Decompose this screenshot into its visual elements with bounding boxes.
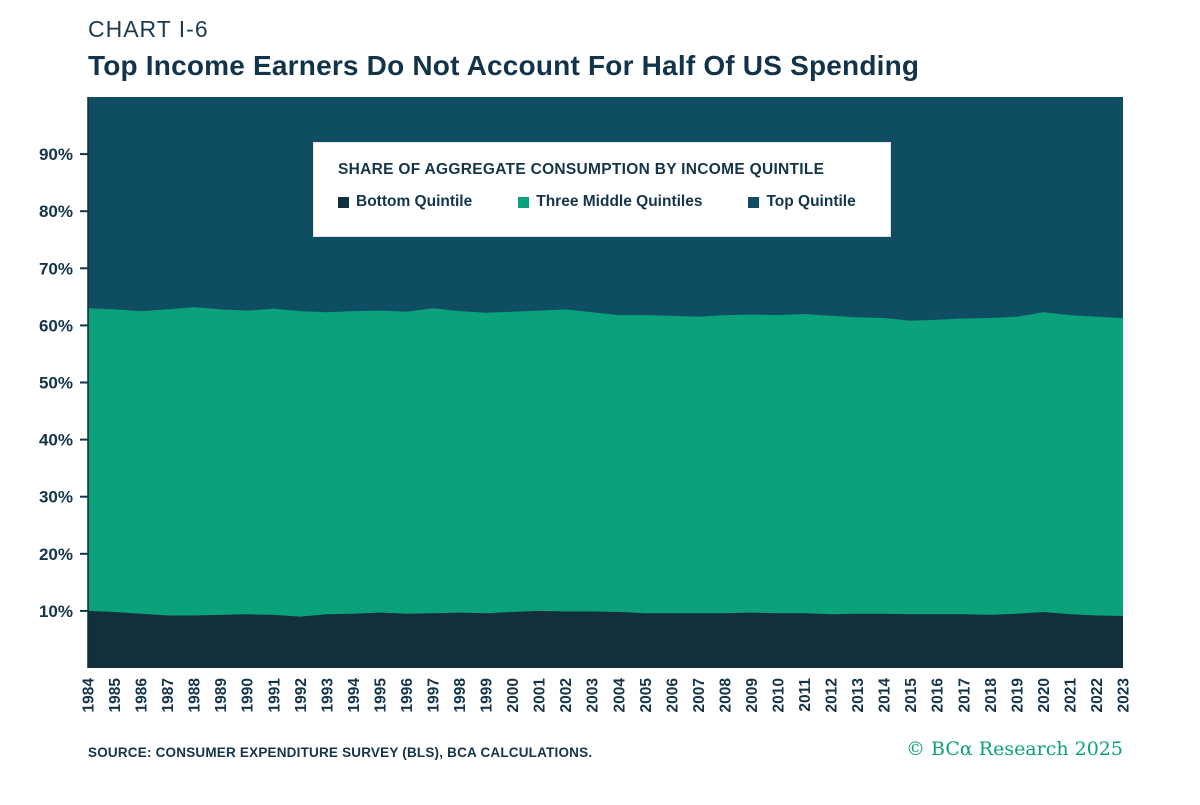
copyright: © BCα Research 2025 (906, 738, 1123, 760)
x-axis-label: 2014 (877, 678, 894, 713)
x-axis-label: 1991 (266, 678, 283, 713)
x-axis-label: 2013 (850, 678, 867, 713)
x-axis-label: 2002 (558, 678, 575, 712)
chart-number-label: CHART I-6 (88, 16, 209, 42)
x-axis-label: 2007 (691, 678, 708, 712)
y-axis-label: 50% (39, 374, 73, 393)
x-axis-label: 2011 (797, 678, 814, 712)
x-axis-label: 2015 (903, 678, 920, 713)
legend-item-top-quintile: Top Quintile (748, 193, 856, 211)
x-axis-label: 1985 (107, 678, 124, 713)
x-axis-label: 1999 (479, 678, 496, 713)
x-axis-label: 2009 (744, 678, 761, 713)
y-axis-label: 70% (39, 259, 73, 278)
legend-swatch (748, 196, 760, 208)
area-bottom-quintile (88, 610, 1123, 668)
legend-item-label: Three Middle Quintiles (536, 193, 703, 210)
x-axis-label: 2008 (717, 678, 734, 713)
x-axis-label: 1994 (346, 678, 363, 713)
x-axis-label: 2023 (1116, 678, 1133, 713)
x-axis-label: 2016 (930, 678, 947, 713)
x-axis-label: 2003 (585, 678, 602, 713)
legend-title: SHARE OF AGGREGATE CONSUMPTION BY INCOME… (338, 161, 825, 178)
y-axis-label: 80% (39, 202, 73, 221)
x-axis-label: 1992 (293, 678, 310, 712)
x-axis-label: 1990 (240, 678, 257, 712)
x-axis-label: 1993 (319, 678, 336, 713)
y-axis-label: 30% (39, 488, 73, 507)
x-axis-label: 2021 (1062, 678, 1079, 713)
x-axis-label: 2018 (983, 678, 1000, 713)
y-axis-label: 60% (39, 316, 73, 335)
page-title: Top Income Earners Do Not Account For Ha… (88, 50, 920, 81)
y-axis-label: 10% (39, 602, 73, 621)
x-axis-label: 2019 (1009, 678, 1026, 713)
x-axis-label: 1986 (134, 678, 151, 713)
x-axis-label: 2006 (664, 678, 681, 713)
source-note: SOURCE: CONSUMER EXPENDITURE SURVEY (BLS… (88, 745, 593, 760)
legend-item-label: Top Quintile (766, 193, 856, 210)
x-axis-label: 1989 (213, 678, 230, 713)
x-axis-label: 1988 (187, 678, 204, 713)
x-axis-label: 1997 (426, 678, 443, 712)
legend-swatch (338, 196, 349, 208)
x-axis-label: 2012 (824, 678, 841, 712)
legend-item-label: Bottom Quintile (356, 193, 473, 210)
x-axis-label: 2017 (956, 678, 973, 712)
x-axis-label: 2010 (771, 678, 788, 712)
legend-item-bottom-quintile: Bottom Quintile (338, 193, 472, 211)
x-axis-label: 2004 (611, 678, 628, 713)
legend-items: Bottom Quintile Three Middle Quintiles T… (338, 193, 866, 211)
x-axis-label: 1987 (160, 678, 177, 712)
y-axis-label: 40% (39, 431, 73, 450)
legend-item-three-middle-quintiles: Three Middle Quintiles (518, 193, 702, 211)
legend-swatch (518, 196, 530, 208)
x-axis-label: 2001 (532, 678, 549, 713)
x-axis-label: 1998 (452, 678, 469, 713)
x-axis-label: 2005 (638, 678, 655, 713)
x-axis-label: 1996 (399, 678, 416, 713)
x-axis-label: 2020 (1036, 678, 1053, 712)
y-axis-label: 90% (39, 145, 73, 164)
x-axis-label: 2022 (1089, 678, 1106, 712)
x-axis-label: 1995 (372, 678, 389, 713)
area-three-middle-quintiles (88, 307, 1123, 668)
x-axis-label: 2000 (505, 678, 522, 712)
x-axis-label: 1984 (81, 678, 98, 713)
y-axis-label: 20% (39, 545, 73, 564)
chart-legend: SHARE OF AGGREGATE CONSUMPTION BY INCOME… (313, 142, 891, 237)
